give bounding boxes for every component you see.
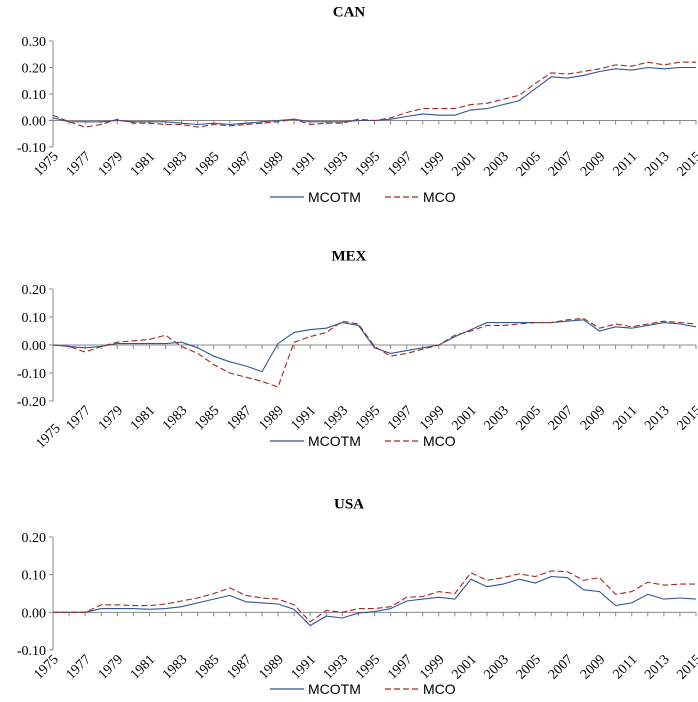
y-tick-label: 0.10 bbox=[22, 311, 47, 326]
chart-title: USA bbox=[334, 496, 364, 512]
x-tick-label: 1997 bbox=[385, 403, 415, 433]
x-tick-label: 2009 bbox=[578, 149, 608, 179]
chart-title: MEX bbox=[332, 248, 367, 264]
x-tick-label: 1991 bbox=[289, 652, 319, 682]
y-tick-label: 0.20 bbox=[22, 531, 47, 546]
x-tick-label: 1983 bbox=[160, 652, 190, 682]
x-tick-label: 2015 bbox=[674, 149, 698, 179]
x-tick-label: 2009 bbox=[578, 652, 608, 682]
y-tick-label: -0.10 bbox=[17, 141, 46, 156]
x-tick-label: 1999 bbox=[417, 149, 447, 179]
x-tick-label: 2007 bbox=[546, 149, 576, 179]
legend-label-mco: MCO bbox=[423, 433, 456, 449]
x-tick-label: 1997 bbox=[385, 149, 415, 179]
legend: MCOTM MCO bbox=[270, 681, 456, 697]
x-tick-label: 1977 bbox=[64, 403, 94, 433]
x-tick-label: 1999 bbox=[417, 403, 447, 433]
x-tick-label: 1993 bbox=[321, 403, 351, 433]
x-tick-label: 1995 bbox=[353, 652, 383, 682]
x-tick-label: 2003 bbox=[482, 403, 512, 433]
x-tick-label: 2007 bbox=[546, 403, 576, 433]
x-tick-label: 2013 bbox=[642, 403, 672, 433]
y-tick-label: 0.30 bbox=[22, 35, 47, 50]
x-tick-label: 2011 bbox=[610, 652, 640, 682]
x-tick-label: 1993 bbox=[321, 652, 351, 682]
x-tick-label: 1991 bbox=[289, 149, 319, 179]
x-tick-label: 2001 bbox=[449, 149, 479, 179]
x-tick-label: 1993 bbox=[321, 149, 351, 179]
x-tick-label: 2001 bbox=[449, 652, 479, 682]
x-tick-label: 1989 bbox=[256, 403, 286, 433]
x-tick-label: 1979 bbox=[96, 403, 126, 433]
x-tick-label: 1985 bbox=[192, 652, 222, 682]
x-tick-label: 2015 bbox=[674, 652, 698, 682]
legend-label-mco: MCO bbox=[423, 681, 456, 697]
x-tick-label: 2009 bbox=[578, 403, 608, 433]
x-tick-label: 1985 bbox=[192, 403, 222, 433]
x-tick-label: 1981 bbox=[128, 149, 158, 179]
x-tick-label: 1981 bbox=[128, 403, 158, 433]
series-line-mcotm bbox=[52, 319, 697, 373]
y-tick-label: 0.00 bbox=[22, 115, 47, 130]
x-tick-label: 1981 bbox=[128, 652, 158, 682]
x-tick-label: 1977 bbox=[64, 652, 94, 682]
y-tick-label: -0.20 bbox=[17, 395, 46, 410]
x-tick-label: 2007 bbox=[546, 652, 576, 682]
x-tick-label: 1983 bbox=[160, 149, 190, 179]
x-tick-label: 1999 bbox=[417, 652, 447, 682]
legend-label-mcotm: MCOTM bbox=[308, 681, 361, 697]
x-tick-label: 1983 bbox=[160, 403, 190, 433]
x-tick-label: 1995 bbox=[353, 149, 383, 179]
x-tick-label: 2005 bbox=[514, 403, 544, 433]
y-tick-label: 0.10 bbox=[22, 88, 47, 103]
y-tick-label: 0.10 bbox=[22, 569, 47, 584]
series-line-mco bbox=[53, 570, 696, 623]
x-tick-label: 2011 bbox=[610, 403, 640, 433]
x-tick-label: 2003 bbox=[482, 652, 512, 682]
y-tick-label: 0.20 bbox=[22, 62, 47, 77]
x-tick-label: 1977 bbox=[64, 149, 94, 179]
chart-title: CAN bbox=[333, 4, 366, 20]
y-tick-label: -0.10 bbox=[17, 367, 46, 382]
x-tick-label: 1979 bbox=[96, 149, 126, 179]
legend: MCOTM MCO bbox=[270, 433, 456, 449]
legend: MCOTM MCO bbox=[270, 189, 456, 205]
x-tick-label: 1985 bbox=[192, 149, 222, 179]
x-tick-label: 1991 bbox=[289, 403, 319, 433]
x-tick-label: 2013 bbox=[642, 149, 672, 179]
x-tick-label: 1987 bbox=[224, 403, 254, 433]
x-tick-label: 2011 bbox=[610, 149, 640, 179]
x-tick-label: 2015 bbox=[674, 403, 698, 433]
x-tick-label: 2001 bbox=[449, 403, 479, 433]
y-tick-label: 0.00 bbox=[22, 606, 47, 621]
x-tick-label: 1997 bbox=[385, 652, 415, 682]
y-tick-label: -0.10 bbox=[17, 644, 46, 659]
y-tick-label: 0.00 bbox=[22, 339, 47, 354]
legend-label-mco: MCO bbox=[423, 189, 456, 205]
legend-label-mcotm: MCOTM bbox=[308, 433, 361, 449]
y-tick-label: 0.20 bbox=[22, 283, 47, 298]
x-tick-label: 2003 bbox=[482, 149, 512, 179]
x-tick-label: 1995 bbox=[353, 403, 383, 433]
x-tick-label: 1989 bbox=[256, 149, 286, 179]
x-tick-label: 1979 bbox=[96, 652, 126, 682]
series-line-mcotm bbox=[53, 575, 697, 627]
series-line-mco bbox=[52, 61, 696, 128]
legend-label-mcotm: MCOTM bbox=[308, 189, 361, 205]
series-line-mcotm bbox=[52, 66, 696, 126]
x-tick-label: 2005 bbox=[514, 652, 544, 682]
x-tick-label: 2013 bbox=[642, 652, 672, 682]
x-tick-label: 1987 bbox=[224, 149, 254, 179]
x-tick-label: 2005 bbox=[514, 149, 544, 179]
x-tick-label: 1987 bbox=[224, 652, 254, 682]
x-tick-label: 1989 bbox=[256, 652, 286, 682]
series-line-mco bbox=[52, 317, 697, 388]
x-tick-label: 1975 bbox=[33, 421, 63, 451]
